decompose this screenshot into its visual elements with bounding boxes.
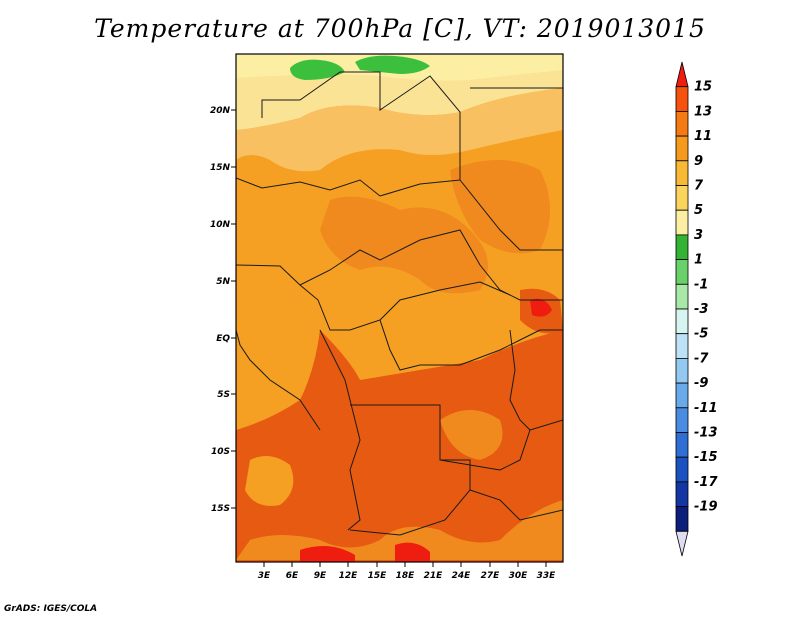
field-hot-east-core	[530, 298, 552, 317]
colorbar-label: -19	[694, 500, 718, 515]
colorbar-swatch	[675, 506, 689, 532]
lat-label: 10S	[211, 447, 230, 457]
lon-label: 18E	[396, 571, 416, 581]
field-orange-south	[236, 500, 563, 560]
colorbar-label: -3	[694, 302, 708, 317]
lon-label: 21E	[424, 571, 444, 581]
colorbar-swatch	[675, 86, 689, 112]
lon-axis: 3E 6E 9E 12E 15E 18E 21E 24E 27E 30E 33E	[258, 562, 556, 581]
field-green-2	[355, 55, 430, 74]
colorbar-label: 9	[694, 154, 703, 169]
lat-axis: 20N 15N 10N 5N EQ 5S 10S 15S	[210, 106, 236, 514]
map-frame	[235, 53, 564, 563]
lat-label: EQ	[216, 334, 230, 344]
lon-label: 12E	[339, 571, 359, 581]
colorbar-label: 1	[694, 253, 703, 268]
lon-label: 27E	[481, 571, 501, 581]
colorbar-label: -9	[694, 376, 708, 391]
colorbar-swatch	[675, 283, 689, 310]
colorbar-label: -15	[694, 450, 718, 465]
colorbar-swatch	[675, 308, 689, 335]
chart-title: Temperature at 700hPa [C], VT: 201901301…	[94, 14, 706, 43]
colorbar-label: 11	[694, 129, 712, 144]
colorbar-swatch	[675, 407, 689, 433]
country-borders	[236, 71, 563, 536]
lon-label: 6E	[286, 571, 299, 581]
lon-label: 15E	[368, 571, 388, 581]
colorbar-label: -1	[694, 277, 708, 292]
field-patch-sw	[245, 456, 294, 506]
field-hot-2	[395, 542, 430, 562]
lon-label: 33E	[537, 571, 557, 581]
lat-label: 5N	[216, 277, 230, 287]
lat-label: 15N	[210, 163, 231, 173]
colorbar-label: 13	[694, 104, 712, 119]
lat-label: 20N	[210, 106, 231, 116]
field-patch-c	[440, 410, 503, 460]
colorbar-label: -7	[694, 351, 709, 366]
colorbar-swatch	[675, 111, 689, 137]
lon-label: 24E	[452, 571, 472, 581]
colorbar-label: 7	[694, 179, 704, 194]
field-hot-1	[300, 546, 355, 562]
colorbar-label: 3	[694, 228, 703, 243]
lon-label: 9E	[314, 571, 327, 581]
temperature-field	[236, 54, 563, 562]
lat-label: 5S	[217, 390, 230, 400]
field-light-orange	[236, 88, 563, 172]
colorbar-label: -17	[694, 475, 718, 490]
field-green-1	[290, 59, 345, 80]
lon-label: 3E	[258, 571, 271, 581]
lat-label: 10N	[210, 220, 231, 230]
colorbar-swatch	[675, 234, 689, 260]
colorbar-swatch	[675, 185, 689, 211]
colorbar-label: 5	[694, 203, 703, 218]
colorbar-swatch	[675, 382, 689, 409]
colorbar-label: 15	[694, 80, 712, 95]
field-warm-south	[236, 330, 563, 562]
colorbar-label: -13	[694, 426, 718, 441]
colorbar-swatch	[675, 209, 689, 236]
colorbar: 15 13 11 9 7 5 3 1 -1 -3 -5 -7 -9 -11 -13 -15 -17 -19	[675, 61, 718, 557]
colorbar-label: -11	[694, 401, 718, 416]
colorbar-swatch	[675, 456, 689, 483]
lon-label: 30E	[509, 571, 529, 581]
credit-label: GrADS: IGES/COLA	[4, 604, 98, 614]
colorbar-swatch	[675, 530, 689, 557]
lat-label: 15S	[211, 504, 230, 514]
colorbar-swatch	[675, 160, 689, 186]
colorbar-swatch	[675, 61, 689, 88]
colorbar-swatch	[675, 135, 689, 162]
field-central	[320, 196, 488, 294]
colorbar-label: -5	[694, 327, 708, 342]
colorbar-swatch	[675, 333, 689, 359]
colorbar-swatch	[675, 432, 689, 458]
colorbar-swatch	[675, 259, 689, 285]
colorbar-swatch	[675, 481, 689, 507]
field-east	[450, 160, 550, 254]
colorbar-swatch	[675, 357, 689, 384]
